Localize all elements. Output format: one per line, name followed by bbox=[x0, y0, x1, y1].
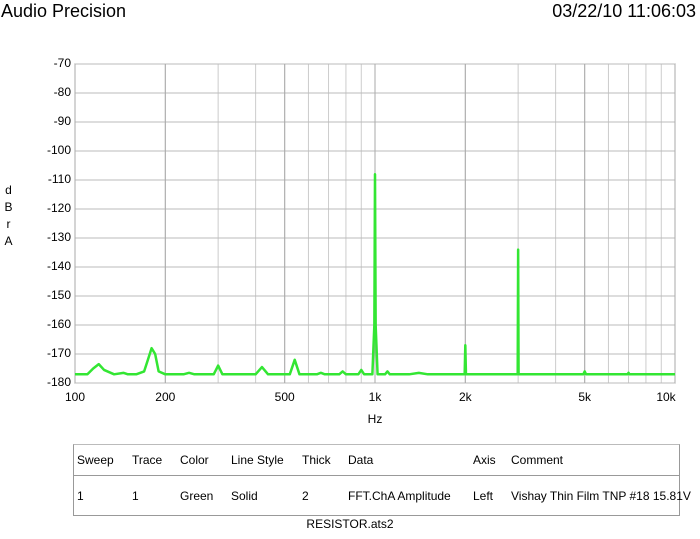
table-cell: Color bbox=[176, 444, 227, 476]
y-tick-label: -110 bbox=[48, 172, 71, 186]
table-cell: Axis bbox=[469, 444, 507, 476]
table-cell: Thick bbox=[298, 444, 344, 476]
x-tick-label: 500 bbox=[275, 390, 295, 404]
footer: RESISTOR.ats2 bbox=[306, 517, 394, 531]
legend-table: Sweep Trace Color Line Style Thick Data Axis Co… bbox=[73, 444, 691, 517]
chart: Hz Ap -70-80-90-100-110-120-130-140-150-… bbox=[47, 56, 677, 426]
brand: Audio Precision bbox=[1, 1, 127, 21]
y-tick-label: -70 bbox=[54, 56, 72, 70]
table-cell: Sweep bbox=[73, 444, 128, 476]
y-tick-label: -180 bbox=[47, 375, 71, 389]
table-cell: Data bbox=[344, 444, 469, 476]
x-tick-label: 1k bbox=[369, 390, 383, 404]
table-cell: Trace bbox=[128, 444, 176, 476]
timestamp: 03/22/10 11:06:03 bbox=[552, 1, 696, 21]
table-row: Sweep Trace Color Line Style Thick Data Axis Co… bbox=[73, 444, 679, 476]
trace bbox=[75, 172, 675, 376]
y-tick-label: -120 bbox=[47, 201, 71, 215]
table-cell: Left bbox=[473, 489, 494, 503]
x-axis-label: Hz bbox=[368, 412, 383, 426]
table-cell: 2 bbox=[302, 489, 309, 503]
table-cell: Comment bbox=[507, 444, 679, 476]
y-tick-label: -150 bbox=[47, 288, 71, 302]
x-tick-label: 100 bbox=[65, 390, 85, 404]
y-tick-label: -80 bbox=[54, 85, 72, 99]
x-tick-label: 200 bbox=[155, 390, 175, 404]
table-row: 1 1 Green Solid 2 FFT.ChA Amplitude Left Vishay… bbox=[73, 476, 691, 517]
table-cell: FFT.ChA Amplitude bbox=[348, 489, 451, 503]
x-tick-label: 2k bbox=[459, 390, 473, 404]
x-tick-label: 10k bbox=[656, 390, 676, 404]
y-tick-label: -170 bbox=[47, 346, 71, 360]
y-axis-label: dBr A bbox=[4, 183, 13, 248]
y-tick-label: -100 bbox=[47, 143, 71, 157]
y-tick-label: -160 bbox=[47, 317, 71, 331]
table-cell: 1 bbox=[132, 489, 139, 503]
y-tick-label: -140 bbox=[47, 259, 71, 273]
table-cell: Line Style bbox=[227, 444, 298, 476]
y-tick-label: -130 bbox=[47, 230, 71, 244]
table-cell: 1 bbox=[77, 489, 84, 503]
table-cell: Green bbox=[180, 489, 214, 503]
table-cell: Solid bbox=[231, 489, 258, 503]
x-tick-label: 5k bbox=[578, 390, 592, 404]
y-tick-label: -90 bbox=[54, 114, 72, 128]
table-cell: Vishay Thin Film TNP #18 15.81V bbox=[511, 489, 691, 503]
